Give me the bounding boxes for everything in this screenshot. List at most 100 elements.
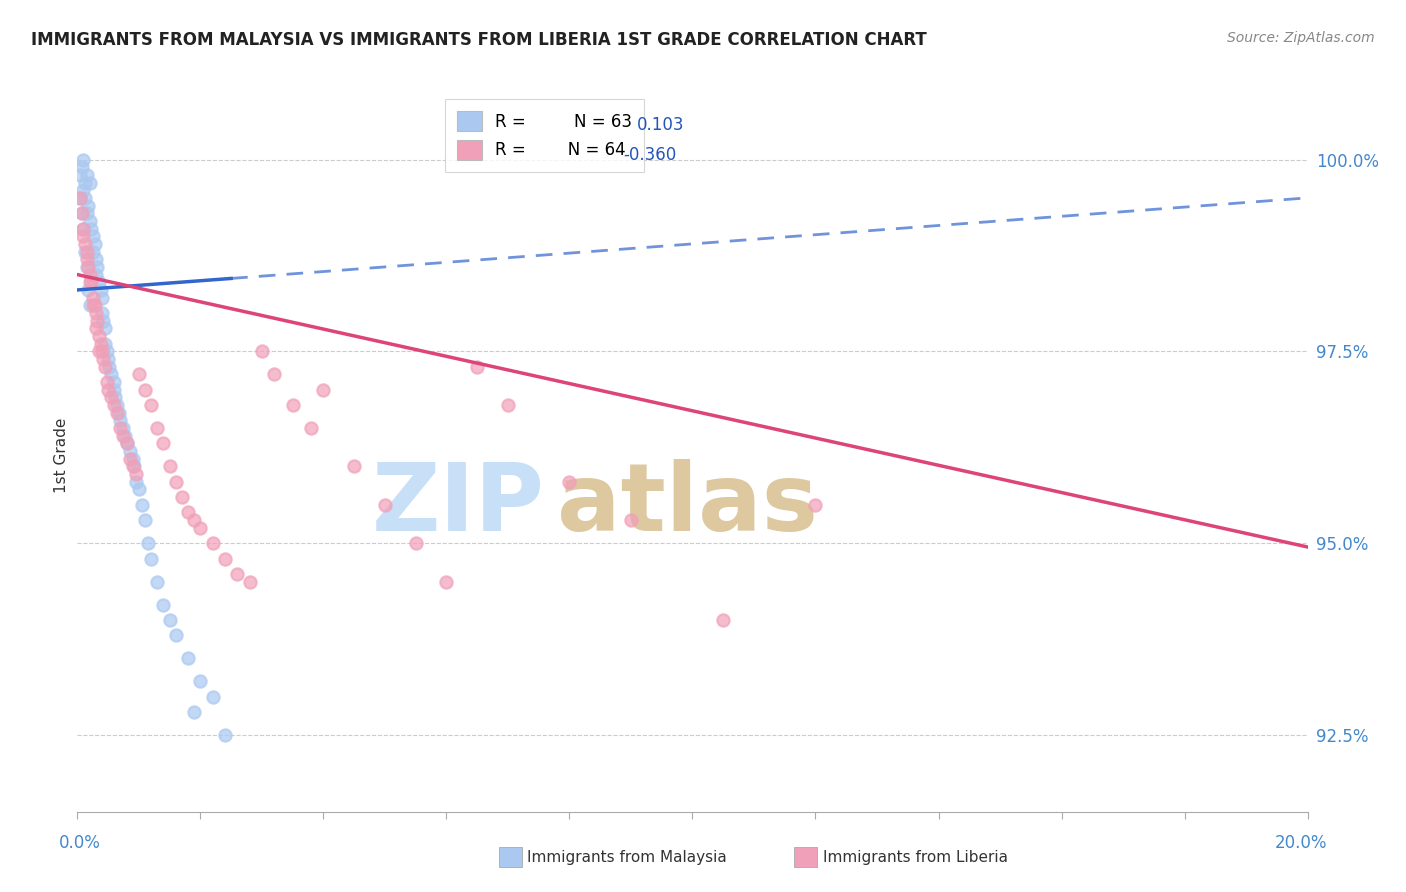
- Point: [79, 214, 101, 228]
- Point: [115, 436, 138, 450]
- Point: [76, 168, 98, 182]
- Point: [82, 291, 104, 305]
- Point: [122, 459, 145, 474]
- Point: [188, 674, 212, 689]
- Point: [165, 475, 187, 489]
- Point: [73, 176, 96, 190]
- Point: [79, 176, 101, 190]
- Point: [152, 598, 174, 612]
- Point: [239, 574, 262, 589]
- Point: [98, 359, 121, 374]
- Point: [214, 551, 236, 566]
- Point: [90, 291, 114, 305]
- Point: [84, 252, 107, 267]
- Point: [86, 313, 108, 327]
- Text: atlas: atlas: [557, 458, 818, 551]
- Point: [141, 398, 163, 412]
- Point: [374, 498, 396, 512]
- Point: [87, 329, 110, 343]
- Point: [103, 383, 125, 397]
- Point: [804, 498, 827, 512]
- Text: 0.103: 0.103: [637, 116, 685, 134]
- Point: [94, 336, 117, 351]
- Point: [82, 244, 104, 259]
- Text: 0.0%: 0.0%: [59, 834, 101, 852]
- Point: [131, 498, 153, 512]
- Point: [115, 436, 138, 450]
- Point: [165, 628, 187, 642]
- Point: [436, 574, 458, 589]
- Point: [146, 574, 169, 589]
- Point: [152, 436, 174, 450]
- Point: [76, 206, 98, 220]
- Point: [94, 359, 117, 374]
- Point: [558, 475, 581, 489]
- Point: [77, 283, 100, 297]
- Point: [159, 613, 181, 627]
- Point: [121, 459, 143, 474]
- Point: [343, 459, 366, 474]
- Point: [108, 406, 131, 420]
- Point: [112, 428, 135, 442]
- Point: [72, 183, 94, 197]
- Point: [96, 344, 118, 359]
- Text: IMMIGRANTS FROM MALAYSIA VS IMMIGRANTS FROM LIBERIA 1ST GRADE CORRELATION CHART: IMMIGRANTS FROM MALAYSIA VS IMMIGRANTS F…: [31, 31, 927, 49]
- Point: [82, 229, 104, 244]
- Y-axis label: 1st Grade: 1st Grade: [53, 417, 69, 492]
- Point: [188, 521, 212, 535]
- Point: [76, 260, 98, 274]
- Point: [80, 275, 103, 289]
- Point: [110, 413, 132, 427]
- Point: [105, 398, 128, 412]
- Text: ZIP: ZIP: [373, 458, 546, 551]
- Point: [104, 390, 127, 404]
- Point: [77, 260, 100, 274]
- Point: [711, 613, 734, 627]
- Point: [465, 359, 488, 374]
- Point: [76, 244, 98, 259]
- Point: [134, 383, 156, 397]
- Legend: R =        N = 63, R =        N = 64: R = N = 63, R = N = 64: [446, 99, 644, 171]
- Point: [136, 536, 159, 550]
- Point: [226, 566, 249, 581]
- Text: 20.0%: 20.0%: [1274, 834, 1327, 852]
- Point: [177, 651, 200, 665]
- Text: -0.360: -0.360: [624, 146, 676, 164]
- Point: [76, 252, 98, 267]
- Point: [69, 191, 91, 205]
- Point: [72, 229, 94, 244]
- Point: [103, 398, 125, 412]
- Point: [86, 260, 108, 274]
- Point: [620, 513, 643, 527]
- Point: [183, 513, 205, 527]
- Point: [299, 421, 322, 435]
- Point: [105, 406, 128, 420]
- Text: Immigrants from Liberia: Immigrants from Liberia: [823, 850, 1008, 864]
- Point: [146, 421, 169, 435]
- Point: [91, 313, 114, 327]
- Point: [77, 198, 100, 212]
- Point: [69, 168, 91, 182]
- Text: Immigrants from Malaysia: Immigrants from Malaysia: [527, 850, 727, 864]
- Point: [201, 536, 224, 550]
- Point: [201, 690, 224, 704]
- Point: [128, 368, 150, 382]
- Point: [79, 275, 101, 289]
- Point: [96, 375, 118, 389]
- Point: [90, 344, 114, 359]
- Point: [97, 383, 120, 397]
- Text: Source: ZipAtlas.com: Source: ZipAtlas.com: [1227, 31, 1375, 45]
- Point: [114, 428, 136, 442]
- Point: [281, 398, 304, 412]
- Point: [79, 298, 101, 312]
- Point: [84, 321, 107, 335]
- Point: [100, 368, 122, 382]
- Point: [125, 467, 148, 482]
- Point: [177, 506, 200, 520]
- Point: [90, 306, 114, 320]
- Point: [83, 236, 105, 251]
- Point: [70, 206, 93, 220]
- Point: [73, 236, 96, 251]
- Point: [90, 336, 112, 351]
- Point: [118, 444, 141, 458]
